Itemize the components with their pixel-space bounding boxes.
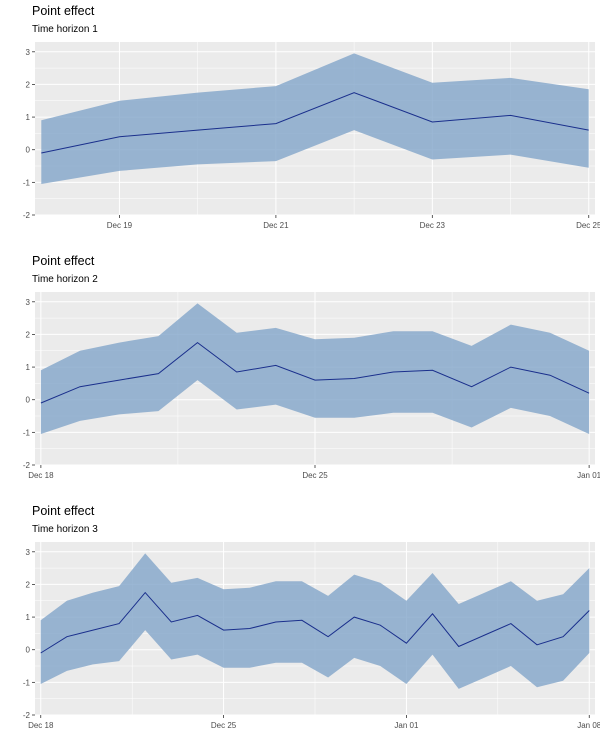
chart-subtitle: Time horizon 2 <box>32 274 98 285</box>
y-tick-label: 2 <box>26 80 31 89</box>
point-effect-line <box>40 341 590 404</box>
y-tick-label: -2 <box>23 461 31 470</box>
x-tick-label: Dec 25 <box>211 721 237 730</box>
chart-plot-1: -2 -1 0 1 2 3 Dec 19 Dec 21 Dec 23 Dec 25 <box>23 42 600 230</box>
y-tick-label: 1 <box>26 613 31 622</box>
y-tick-label: -1 <box>23 428 31 437</box>
chart-panel-3: Point effect Time horizon 3 -2 -1 0 1 2 3 Dec … <box>0 500 600 750</box>
chart-subtitle: Time horizon 3 <box>32 524 98 535</box>
x-tick-label: Dec 25 <box>576 221 600 230</box>
y-tick-label: -1 <box>23 678 31 687</box>
x-tick-label: Jan 01 <box>394 721 419 730</box>
chart-plot-2: -2 -1 0 1 2 3 Dec 18 Dec 25 Jan 01 <box>23 292 600 480</box>
y-tick-label: 2 <box>26 330 31 339</box>
y-tick-label: 0 <box>26 396 31 405</box>
chart-subtitle: Time horizon 1 <box>32 24 98 35</box>
x-tick-label: Dec 23 <box>420 221 446 230</box>
y-tick-label: -1 <box>23 178 31 187</box>
y-tick-label: 0 <box>26 146 31 155</box>
y-tick-label: -2 <box>23 211 31 220</box>
x-tick-label: Dec 21 <box>263 221 289 230</box>
chart-plot-3: -2 -1 0 1 2 3 Dec 18 Dec 25 Jan 01 Jan 08 <box>23 542 600 730</box>
x-tick-label: Jan 01 <box>577 471 600 480</box>
y-tick-label: -2 <box>23 711 31 720</box>
x-tick-label: Dec 19 <box>107 221 133 230</box>
x-tick-label: Dec 25 <box>302 471 328 480</box>
point-effect-line <box>41 92 589 154</box>
chart-title: Point effect <box>32 504 95 518</box>
y-tick-label: 3 <box>26 48 31 57</box>
x-tick-label: Dec 18 <box>28 721 54 730</box>
x-tick-label: Jan 08 <box>577 721 600 730</box>
y-tick-label: 1 <box>26 363 31 372</box>
y-tick-label: 1 <box>26 113 31 122</box>
x-tick-label: Dec 18 <box>28 471 54 480</box>
chart-panel-2: Point effect Time horizon 2 -2 -1 0 1 2 3 Dec … <box>0 250 600 500</box>
confidence-band <box>40 553 590 689</box>
chart-title: Point effect <box>32 4 95 18</box>
confidence-band <box>40 303 590 434</box>
confidence-band <box>41 53 589 185</box>
y-tick-label: 0 <box>26 646 31 655</box>
y-tick-label: 2 <box>26 580 31 589</box>
y-tick-label: 3 <box>26 548 31 557</box>
chart-panel-1: Point effect Time horizon 1 -2 -1 0 1 2 3 Dec … <box>0 0 600 250</box>
point-effect-line <box>40 591 590 654</box>
chart-title: Point effect <box>32 254 95 268</box>
y-tick-label: 3 <box>26 298 31 307</box>
